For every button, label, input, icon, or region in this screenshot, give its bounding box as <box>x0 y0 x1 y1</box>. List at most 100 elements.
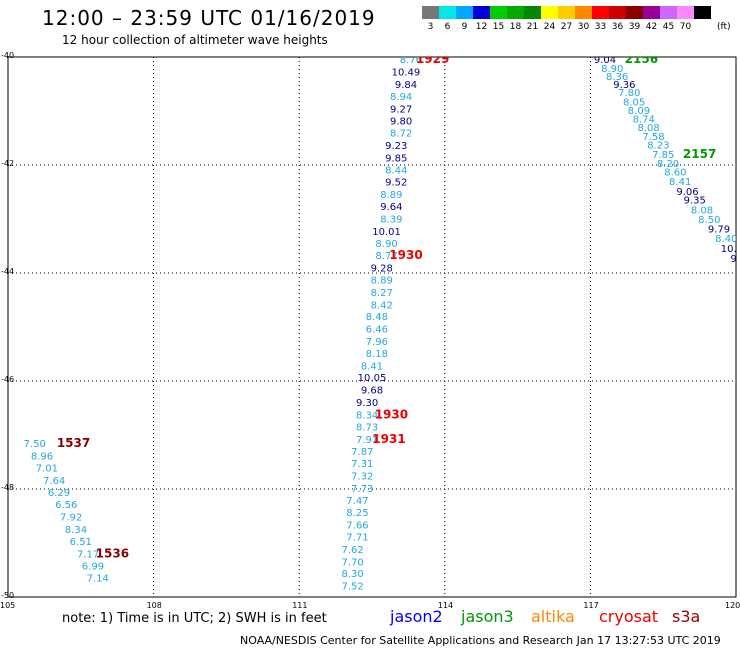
x-tick-label: 120 <box>725 601 740 610</box>
wave-height-value: 6.29 <box>48 488 70 499</box>
scale-label: 45 <box>662 22 675 32</box>
wave-height-value: 8.89 <box>371 275 393 286</box>
scale-swatch <box>694 6 711 19</box>
wave-height-value: 7.64 <box>43 476 65 487</box>
wave-height-value: 9.52 <box>385 178 407 189</box>
scale-label: 33 <box>594 22 607 32</box>
wave-height-value: 7.71 <box>346 533 368 544</box>
wave-height-value: 8.20 <box>657 159 679 170</box>
scale-label: 39 <box>628 22 641 32</box>
wave-height-value: 8.74 <box>633 115 655 126</box>
wave-height-value: 7.14 <box>87 574 109 585</box>
scale-swatch <box>575 6 592 19</box>
scale-swatch <box>456 6 473 19</box>
wave-height-value: 9.84 <box>395 80 417 91</box>
wave-height-value: 8.90 <box>375 239 397 250</box>
y-tick-label: -48 <box>1 483 15 492</box>
pass-time-label: 1930 <box>375 407 408 421</box>
scale-swatch <box>524 6 541 19</box>
scale-label: 6 <box>444 22 451 32</box>
wave-height-value: 8.73 <box>356 422 378 433</box>
wave-height-value: 8.25 <box>346 508 368 519</box>
wave-height-value: 7.96 <box>366 337 388 348</box>
page-subtitle: 12 hour collection of altimeter wave hei… <box>62 33 328 47</box>
wave-height-value: 9.79 <box>708 225 730 236</box>
wave-height-value: 8.42 <box>371 300 393 311</box>
wave-height-value: 9.64 <box>380 202 402 213</box>
scale-label: 70 <box>679 22 692 32</box>
satellite-legend-jason3: jason3 <box>461 607 514 626</box>
wave-height-value: 7.62 <box>341 545 363 556</box>
scale-unit: (ft) <box>717 22 731 32</box>
x-tick-label: 117 <box>583 601 599 610</box>
wave-height-value: 7.85 <box>652 150 674 161</box>
wave-height-value: 8.27 <box>371 288 393 299</box>
wave-height-value: 10.49 <box>392 68 421 79</box>
wave-height-value: 8.08 <box>638 123 660 134</box>
scale-swatch <box>626 6 643 19</box>
wave-height-value: 7.47 <box>346 496 368 507</box>
wave-height-value: 7.01 <box>36 463 58 474</box>
scale-label: 27 <box>560 22 573 32</box>
scale-label: 9 <box>461 22 468 32</box>
wave-height-value: 6.56 <box>55 500 77 511</box>
wave-height-value: 8.40 <box>715 234 737 245</box>
wave-height-value: 8.60 <box>664 167 686 178</box>
x-tick-label: 111 <box>292 601 308 610</box>
wave-height-value: 9 <box>730 254 736 265</box>
x-tick-label: 114 <box>437 601 454 610</box>
scale-label: 12 <box>475 22 488 32</box>
wave-height-value: 9.27 <box>390 104 412 115</box>
satellite-legend-jason2: jason2 <box>390 607 443 626</box>
wave-height-value: 6.51 <box>70 537 92 548</box>
wave-height-value: 8.18 <box>366 349 388 360</box>
wave-height-value: 9.23 <box>385 141 407 152</box>
wave-height-value: 8.48 <box>366 312 388 323</box>
scale-label: 18 <box>509 22 522 32</box>
wave-height-value: 9.80 <box>390 117 412 128</box>
wave-height-value: 9.85 <box>385 153 407 164</box>
scale-swatch <box>677 6 694 19</box>
scale-swatch <box>473 6 490 19</box>
pass-time-label: 1536 <box>96 546 129 560</box>
wave-height-value: 8.89 <box>380 190 402 201</box>
scale-swatch <box>643 6 660 19</box>
wave-height-value: 8.23 <box>647 140 669 151</box>
wave-height-value: 8.76 <box>400 55 422 66</box>
wave-height-value: 7.80 <box>618 88 640 99</box>
y-tick-label: -46 <box>1 375 15 384</box>
wave-height-value: 8.34 <box>65 525 87 536</box>
x-tick-label: 108 <box>146 601 162 610</box>
wave-height-value: 10. <box>721 244 737 255</box>
wave-height-value: 8.44 <box>385 165 407 176</box>
pass-time-label: 2156 <box>625 52 658 66</box>
wave-height-value: 8.41 <box>669 177 691 188</box>
wave-height-value: 7.58 <box>642 132 664 143</box>
wave-height-value: 7.87 <box>351 447 373 458</box>
scale-swatch <box>558 6 575 19</box>
wave-height-value: 8.30 <box>341 569 363 580</box>
wave-height-value: 8.34 <box>356 410 378 421</box>
wave-height-value: 8.96 <box>31 452 53 463</box>
scale-label: 3 <box>427 22 434 32</box>
wave-height-value: 9.04 <box>594 55 616 66</box>
wave-height-value: 6.46 <box>366 325 388 336</box>
credit-line: NOAA/NESDIS Center for Satellite Applica… <box>240 634 721 647</box>
satellite-legend-s3a: s3a <box>672 607 701 626</box>
pass-time-label: 1931 <box>372 432 405 446</box>
wave-height-value: 9.35 <box>684 196 706 207</box>
wave-height-value: 7.17 <box>77 549 99 560</box>
scale-swatch <box>439 6 456 19</box>
plot-frame <box>7 56 737 598</box>
scale-label: 24 <box>543 22 556 32</box>
wave-height-value: 9.36 <box>613 80 635 91</box>
pass-time-label: 1930 <box>389 248 422 262</box>
scale-swatch <box>507 6 524 19</box>
wave-height-value: 10.01 <box>372 227 401 238</box>
scale-label: 30 <box>577 22 590 32</box>
wave-height-value: 9.68 <box>361 386 383 397</box>
y-tick-label: -50 <box>1 591 15 600</box>
scale-label: 21 <box>526 22 539 32</box>
